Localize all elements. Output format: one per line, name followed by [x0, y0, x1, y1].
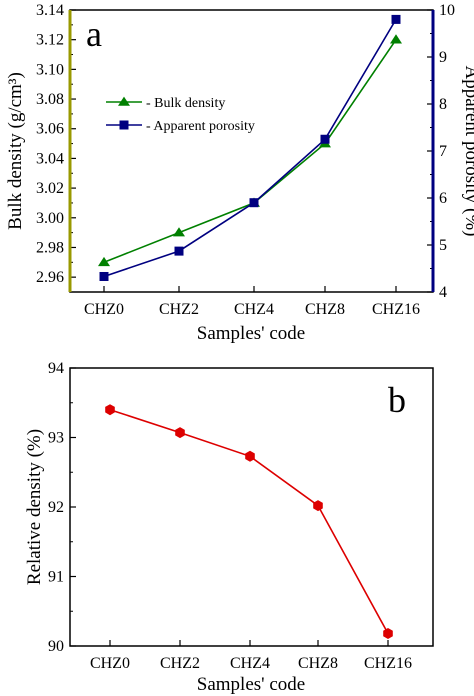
- panel-a-x-tick-labels: CHZ0 CHZ2 CHZ4 CHZ8 CHZ16: [84, 301, 420, 318]
- panel-a-y2-tick-label: 4: [439, 284, 447, 301]
- panel-a-y2-tick-label: 10: [439, 2, 455, 19]
- panel-a-series: [98, 14, 402, 281]
- panel-b-letter: b: [388, 380, 406, 420]
- panel-a-porosity-point: [99, 271, 109, 281]
- panel-a-letter: a: [86, 14, 102, 54]
- panel-a-x-tick-label: CHZ16: [372, 301, 420, 318]
- panel-a-legend-triangle-marker: [118, 96, 130, 106]
- panel-a-y2-tick-label: 9: [439, 49, 447, 66]
- panel-a-y-tick-label: 3.02: [36, 180, 64, 197]
- panel-a-x-tick-label: CHZ8: [305, 301, 345, 318]
- panel-a-y2-tick-label: 6: [439, 190, 447, 207]
- panel-a-y-tick-labels: 2.96 2.98 3.00 3.02 3.04 3.06 3.08 3.10 3.12 3.14: [36, 2, 64, 286]
- panel-b-y-tick-label: 94: [48, 360, 64, 377]
- panel-a-y2-tick-label: 8: [439, 96, 447, 113]
- panel-a-series-line-1: [103, 39, 397, 264]
- panel-b-relative-density-point: [313, 500, 323, 512]
- panel-a-y-tick-label: 3.12: [36, 32, 64, 49]
- panel-b-chart: 90 91 92 93 94 CHZ0 CHZ2 CHZ4 CHZ8 CHZ16 b Sampl…: [24, 360, 434, 695]
- panel-a-porosity-point: [174, 246, 184, 256]
- panel-b-y-tick-label: 93: [48, 430, 64, 447]
- panel-b-y-tick-label: 90: [48, 638, 64, 655]
- panel-a-porosity-point: [320, 134, 330, 144]
- panel-b-y-tick-labels: 90 91 92 93 94: [48, 360, 64, 655]
- panel-a-ticks: [70, 9, 433, 293]
- panel-a-y2-tick-label: 5: [439, 237, 447, 254]
- panel-b-y-axis-title: Relative density (%): [24, 429, 45, 585]
- panel-a-legend-square-marker: [119, 120, 129, 130]
- panel-a-y-tick-label: 3.06: [36, 121, 64, 138]
- panel-a-porosity-point: [249, 198, 259, 208]
- panel-a-y2-tick-label: 7: [439, 143, 447, 160]
- panel-b-relative-density-point: [175, 427, 185, 439]
- panel-b-x-tick-label: CHZ16: [364, 655, 412, 672]
- panel-b-relative-density-point: [105, 404, 115, 416]
- panel-a-y-tick-label: 2.96: [36, 269, 64, 286]
- panel-a-y-tick-label: 3.00: [36, 210, 64, 227]
- panel-b-ticks: [70, 367, 389, 647]
- panel-b-relative-density-point: [245, 450, 255, 462]
- panel-b-y-tick-label: 91: [48, 569, 64, 586]
- panel-a-y-tick-label: 3.14: [36, 2, 64, 19]
- panel-a-x-axis-title: Samples' code: [197, 323, 305, 344]
- panel-a-y-tick-label: 3.04: [36, 150, 64, 167]
- panel-b-x-tick-label: CHZ0: [90, 655, 130, 672]
- panel-b-plot-frame: [69, 367, 434, 647]
- panel-a-x-tick-label: CHZ0: [84, 301, 124, 318]
- panel-b-relative-density-point: [383, 628, 393, 639]
- panel-a-chart: 2.96 2.98 3.00 3.02 3.04 3.06 3.08 3.10 3.12 3.14…: [5, 2, 474, 344]
- panel-b-series: [105, 404, 393, 639]
- panel-a-legend: - Bulk density - Apparent porosity: [106, 96, 255, 134]
- panel-a-y-tick-label: 3.08: [36, 91, 64, 108]
- panel-a-bulk-density-point: [173, 227, 185, 237]
- panel-b-x-tick-labels: CHZ0 CHZ2 CHZ4 CHZ8 CHZ16: [90, 655, 412, 672]
- panel-a-y2-tick-labels: 4 5 6 7 8 9 10: [439, 2, 455, 301]
- panel-b-x-axis-title: Samples' code: [197, 674, 305, 695]
- panel-a-x-tick-label: CHZ4: [234, 301, 274, 318]
- panel-a-y-tick-label: 2.98: [36, 239, 64, 256]
- panel-a-bulk-density-point: [390, 34, 402, 44]
- panel-b-x-tick-label: CHZ4: [230, 655, 270, 672]
- panel-b-y-tick-label: 92: [48, 499, 64, 516]
- panel-a-bulk-density-point: [98, 256, 110, 267]
- panel-a-legend-label: - Apparent porosity: [146, 119, 255, 134]
- panel-a-porosity-point: [391, 14, 401, 24]
- panel-a-x-tick-label: CHZ2: [159, 301, 199, 318]
- panel-a-y2-axis-title: Apparent porosity (%): [461, 66, 474, 237]
- panel-a-y-tick-label: 3.10: [36, 61, 64, 78]
- panel-a-y-axis-title: Bulk density (g/cm³): [5, 72, 26, 230]
- panel-a-legend-label: - Bulk density: [146, 96, 225, 111]
- panel-b-series-line: [109, 408, 389, 634]
- panel-a-series-line-2: [103, 18, 397, 278]
- panel-b-x-tick-label: CHZ2: [160, 655, 200, 672]
- panel-b-x-tick-label: CHZ8: [298, 655, 338, 672]
- panel-a-plot-frame: [69, 9, 434, 293]
